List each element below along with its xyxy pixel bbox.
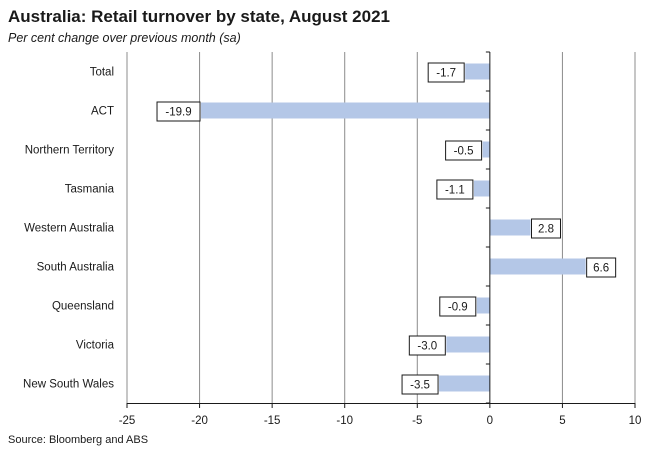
bar: [439, 375, 490, 392]
data-label-box: [436, 179, 474, 200]
category-label: Western Australia: [24, 223, 115, 235]
data-label: 6.6: [586, 257, 617, 278]
category-label: ACT: [91, 106, 114, 118]
x-tick-label: -20: [191, 415, 208, 427]
axes: [126, 51, 636, 408]
x-tick-label: -5: [412, 415, 422, 427]
data-label-box: [445, 140, 483, 161]
x-tick-label: -10: [336, 415, 353, 427]
chart-subtitle: Per cent change over previous month (sa): [8, 31, 241, 45]
data-label-text: -1.1: [445, 185, 465, 197]
bars: [201, 63, 586, 392]
data-label-text: 2.8: [538, 224, 554, 236]
data-label: -3.5: [401, 374, 439, 395]
chart-source: Source: Bloomberg and ABS: [8, 434, 149, 446]
data-label: 2.8: [530, 218, 561, 239]
category-label: Northern Territory: [25, 145, 115, 157]
data-label: -19.9: [156, 101, 201, 122]
category-label: Total: [90, 67, 114, 79]
bar: [446, 336, 490, 353]
data-labels: -1.7 -19.9 -0.5 -1.1 2.8 6.6 -0.9 -3.0 -3.5: [156, 62, 617, 395]
bar: [465, 63, 490, 80]
x-axis-tick-labels: -25 -20 -15 -10 -5 0 5 10: [119, 415, 642, 427]
data-label-box: [156, 101, 201, 122]
data-label-box: [439, 296, 477, 317]
data-label: -0.9: [439, 296, 477, 317]
data-label-box: [427, 62, 465, 83]
data-label-text: -1.7: [436, 68, 456, 80]
data-label: -3.0: [408, 335, 446, 356]
data-label: -1.7: [427, 62, 465, 83]
bar: [489, 219, 531, 236]
data-label-text: -3.5: [410, 380, 430, 392]
category-label: New South Wales: [23, 379, 114, 391]
category-label: Tasmania: [65, 184, 115, 196]
category-label: Queensland: [52, 301, 114, 313]
category-label: South Australia: [37, 262, 115, 274]
x-tick-label: 10: [629, 415, 642, 427]
data-label: -1.1: [436, 179, 474, 200]
bar: [482, 141, 490, 158]
data-label-text: -3.0: [417, 341, 437, 353]
data-label-box: [586, 257, 617, 278]
category-labels: Total ACT Northern Territory Tasmania Wester…: [23, 67, 115, 391]
data-label-text: -19.9: [165, 107, 191, 119]
data-label-box: [408, 335, 446, 356]
bar: [489, 258, 586, 275]
data-label-text: -0.5: [454, 146, 474, 158]
category-label: Victoria: [76, 340, 115, 352]
x-tick-label: 5: [559, 415, 565, 427]
x-tick-label: -25: [119, 415, 136, 427]
bar: [473, 180, 490, 197]
bar: [476, 297, 490, 314]
data-label-box: [401, 374, 439, 395]
chart-title: Australia: Retail turnover by state, Aug…: [8, 7, 390, 26]
data-label: -0.5: [445, 140, 483, 161]
x-tick-label: -15: [264, 415, 281, 427]
x-tick-label: 0: [487, 415, 493, 427]
data-label-box: [530, 218, 561, 239]
bar: [201, 102, 490, 119]
data-label-text: -0.9: [448, 302, 468, 314]
data-label-text: 6.6: [593, 263, 609, 275]
